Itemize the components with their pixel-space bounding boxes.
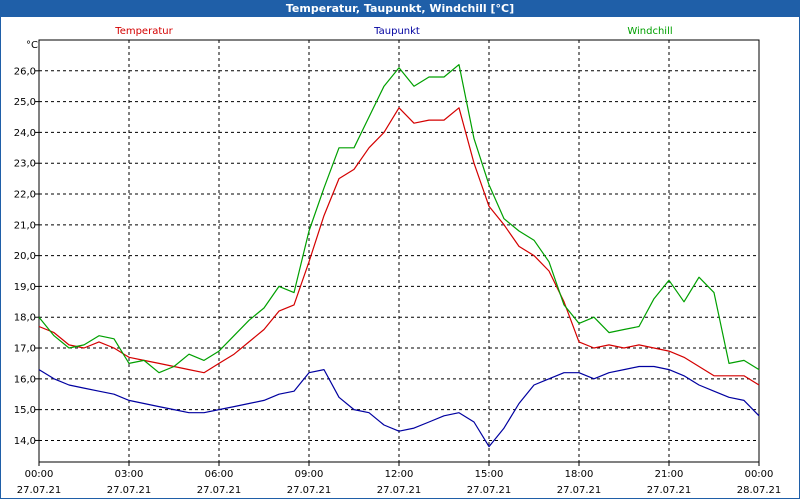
series-line-taupunkt (38, 365, 760, 448)
y-axis-ticks: 26,0 25,0 24,0 23,0 22,0 21,0 20,0 19,0 18,0 17,0… (14, 66, 39, 447)
y-tick-label: 26,0 (14, 66, 36, 77)
x-tick-time: 21:00 (655, 469, 684, 480)
y-tick-label: 23,0 (14, 159, 36, 170)
x-tick-date: 27.07.21 (647, 485, 692, 496)
legend-taupunkt: Taupunkt (373, 26, 420, 37)
x-axis-ticks: 00:00 27.07.21 03:00 27.07.21 06:00 27.07.21 0… (17, 462, 782, 496)
x-tick-time: 00:00 (25, 469, 54, 480)
y-tick-label: 15,0 (14, 405, 36, 416)
x-tick-time: 12:00 (385, 469, 414, 480)
y-tick-label: 21,0 (14, 220, 36, 231)
series-line-temperatur (38, 107, 760, 386)
x-tick-time: 06:00 (205, 469, 234, 480)
y-tick-label: 16,0 (14, 374, 36, 385)
x-tick-time: 00:00 (745, 469, 774, 480)
grid (39, 40, 759, 462)
series-line-windchill (38, 63, 760, 374)
y-tick-label: 24,0 (14, 128, 36, 139)
x-tick-date: 27.07.21 (467, 485, 512, 496)
y-tick-label: 19,0 (14, 282, 36, 293)
y-tick-label: 18,0 (14, 313, 36, 324)
x-tick-date: 27.07.21 (107, 485, 152, 496)
x-tick-time: 09:00 (295, 469, 324, 480)
x-tick-date: 27.07.21 (287, 485, 332, 496)
y-axis-unit: °C (26, 40, 38, 51)
window-title: Temperatur, Taupunkt, Windchill [°C] (0, 0, 800, 17)
legend: Temperatur Taupunkt Windchill (114, 26, 672, 37)
y-tick-label: 25,0 (14, 97, 36, 108)
x-tick-date: 27.07.21 (197, 485, 242, 496)
y-tick-label: 17,0 (14, 344, 36, 355)
x-tick-time: 03:00 (115, 469, 144, 480)
x-tick-date: 28.07.21 (737, 485, 782, 496)
series-lines (38, 63, 760, 448)
y-tick-label: 22,0 (14, 190, 36, 201)
legend-temperatur: Temperatur (114, 26, 173, 37)
x-tick-time: 18:00 (565, 469, 594, 480)
x-tick-date: 27.07.21 (17, 485, 62, 496)
x-tick-date: 27.07.21 (377, 485, 422, 496)
legend-windchill: Windchill (627, 26, 672, 37)
y-tick-label: 20,0 (14, 251, 36, 262)
x-tick-time: 15:00 (475, 469, 504, 480)
x-tick-date: 27.07.21 (557, 485, 602, 496)
y-tick-label: 14,0 (14, 436, 36, 447)
